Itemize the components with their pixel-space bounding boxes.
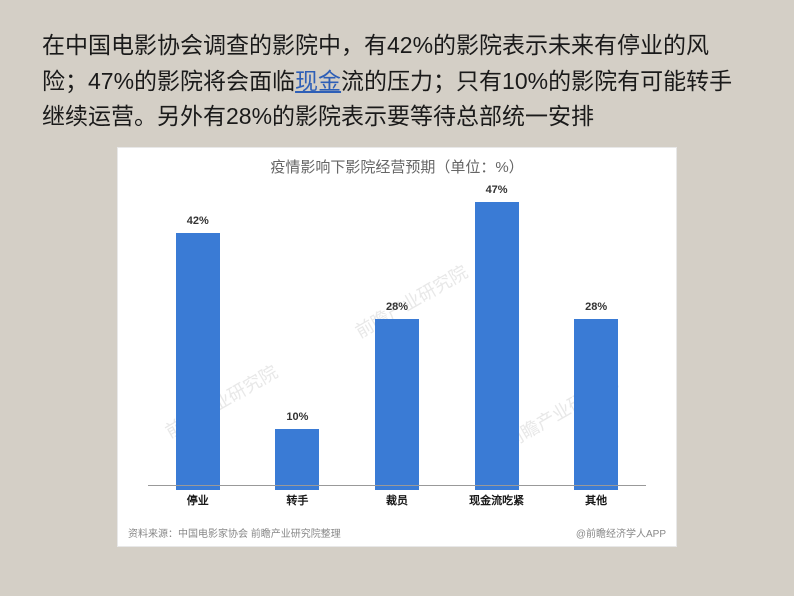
bar-value-label: 28% [585, 301, 607, 313]
bar: 42% [176, 233, 220, 490]
chart-container: 疫情影响下影院经营预期（单位：%） 前瞻产业研究院 前瞻产业研究院 前瞻产业研究… [117, 147, 677, 547]
x-tick-label: 转手 [248, 486, 348, 508]
bar-col: 47% [447, 184, 547, 490]
bar-value-label: 28% [386, 301, 408, 313]
bar: 10% [275, 429, 319, 490]
x-tick-label: 停业 [148, 486, 248, 508]
bar-value-label: 42% [187, 215, 209, 227]
bar: 28% [375, 319, 419, 490]
bar-value-label: 47% [486, 184, 508, 196]
bar-value-label: 10% [286, 411, 308, 423]
x-tick-label: 裁员 [347, 486, 447, 508]
bar: 47% [475, 202, 519, 490]
bar-group: 42% 10% 28% 47% 28% [148, 184, 646, 490]
source-text: 资料来源：中国电影家协会 前瞻产业研究院整理 [128, 525, 341, 540]
bar-col: 42% [148, 184, 248, 490]
credit-text: @前瞻经济学人APP [576, 525, 666, 540]
intro-paragraph: 在中国电影协会调查的影院中，有42%的影院表示未来有停业的风险；47%的影院将会… [0, 0, 794, 147]
x-tick-label: 现金流吃紧 [447, 486, 547, 508]
cash-link[interactable]: 现金 [295, 68, 341, 94]
bar-col: 28% [347, 184, 447, 490]
chart-title: 疫情影响下影院经营预期（单位：%） [118, 148, 676, 177]
chart-footer: 资料来源：中国电影家协会 前瞻产业研究院整理 @前瞻经济学人APP [128, 525, 666, 540]
x-tick-label: 其他 [546, 486, 646, 508]
bar-col: 10% [248, 184, 348, 490]
bar: 28% [574, 319, 618, 490]
bar-col: 28% [546, 184, 646, 490]
plot-area: 42% 10% 28% 47% 28% [148, 184, 646, 490]
x-axis: 停业 转手 裁员 现金流吃紧 其他 [148, 485, 646, 508]
